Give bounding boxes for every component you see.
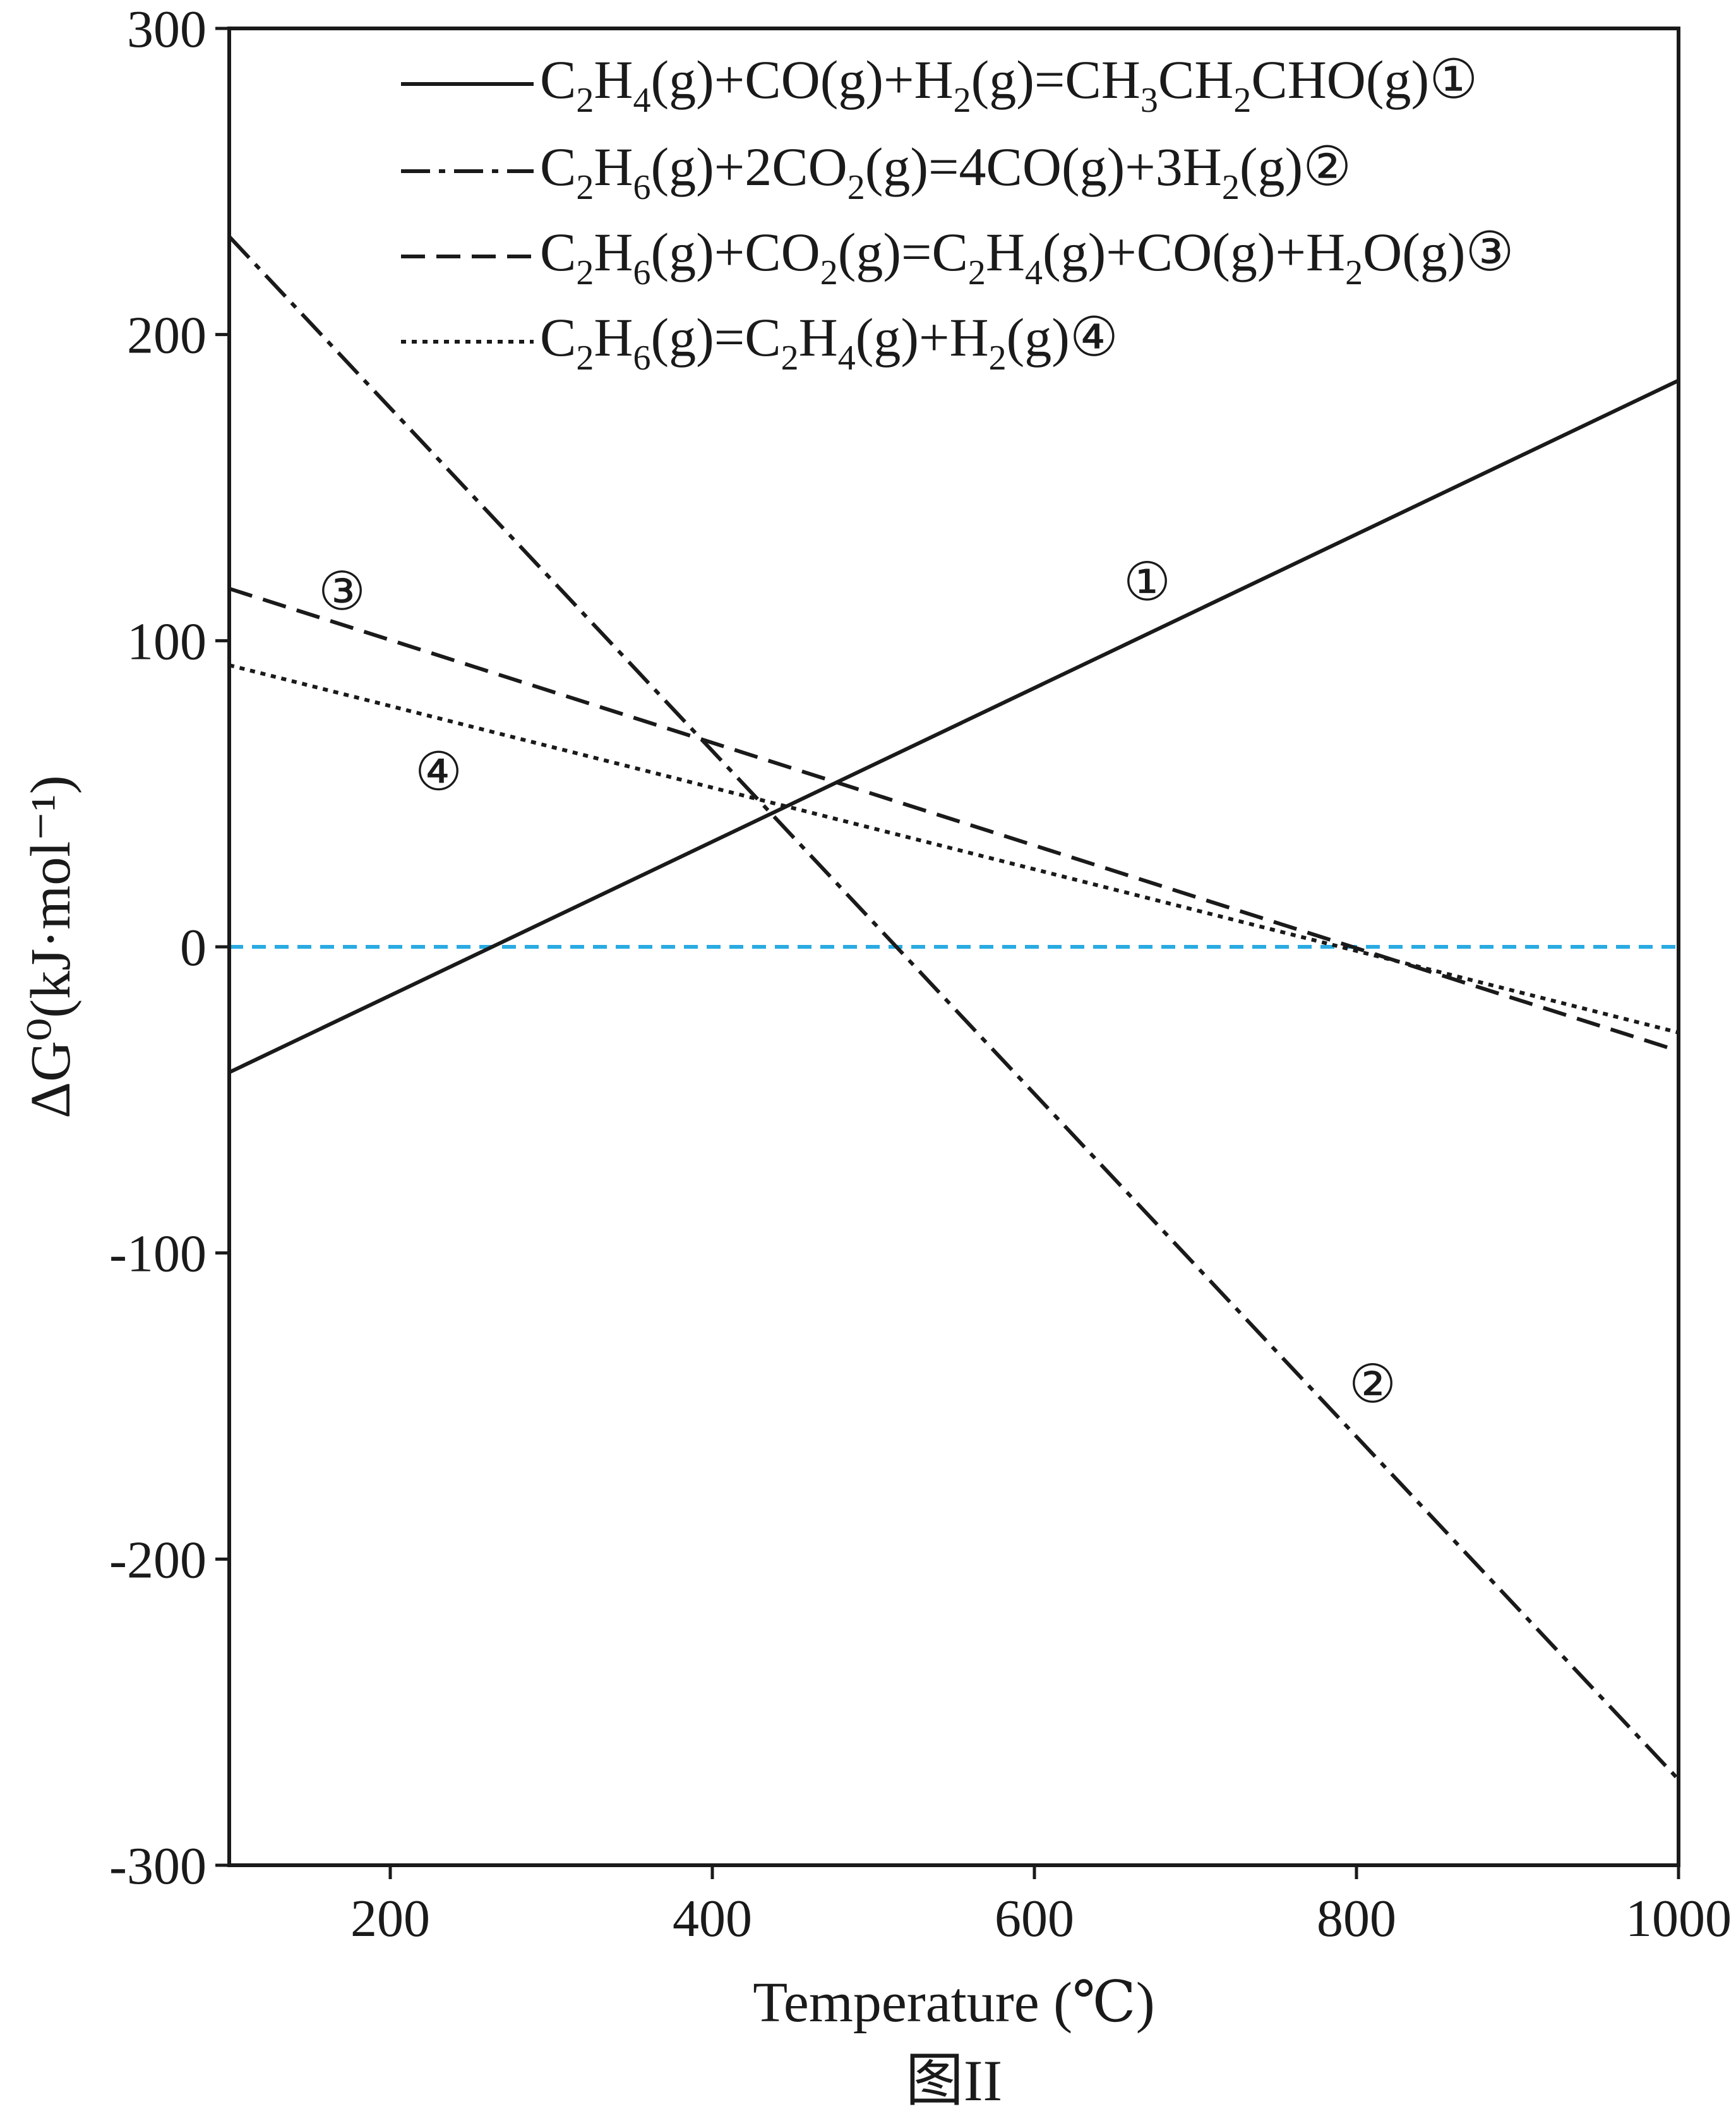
y-tick-label: 0 <box>180 918 207 977</box>
curve-labels: ① ② ③ ④ <box>318 553 1396 1414</box>
x-tick-label: 1000 <box>1625 1889 1732 1948</box>
legend-label-1: C2H4(g)+CO(g)+H2(g)=CH3CH2CHO(g)① <box>540 49 1478 120</box>
series-layer <box>227 235 1680 1781</box>
legend: C2H4(g)+CO(g)+H2(g)=CH3CH2CHO(g)① C2H6(g)… <box>401 49 1514 378</box>
series-line-2 <box>227 235 1680 1781</box>
legend-label-3: C2H6(g)+CO2(g)=C2H4(g)+CO(g)+H2O(g)③ <box>540 222 1514 292</box>
x-tick-label: 400 <box>673 1889 752 1948</box>
y-tick-label: -100 <box>109 1225 207 1283</box>
x-tick-label: 800 <box>1317 1889 1396 1948</box>
curve-label-1: ① <box>1123 553 1171 612</box>
legend-label-4: C2H6(g)=C2H4(g)+H2(g)④ <box>540 307 1118 378</box>
series-line-4 <box>229 663 1679 1035</box>
series-line-3 <box>229 587 1679 1053</box>
legend-label-2: C2H6(g)+2CO2(g)=4CO(g)+3H2(g)② <box>540 136 1351 207</box>
y-tick-label: 100 <box>127 612 207 671</box>
x-tick-label: 200 <box>350 1889 430 1948</box>
y-tick-label: 300 <box>127 0 207 59</box>
series-line-1 <box>228 378 1680 1074</box>
curve-label-3: ③ <box>318 563 366 622</box>
y-tick-label: -200 <box>109 1530 207 1589</box>
curve-label-4: ④ <box>415 743 462 802</box>
y-tick-label: 200 <box>127 306 207 365</box>
y-axis-label: ΔG⁰(kJ·mol⁻¹) <box>20 775 82 1118</box>
curve-label-2: ② <box>1349 1356 1396 1414</box>
x-tick-label: 600 <box>995 1889 1074 1948</box>
y-tick-label: -300 <box>109 1837 207 1896</box>
figure-caption: 图II <box>906 2048 1002 2113</box>
x-axis-label: Temperature (℃) <box>753 1971 1155 2034</box>
